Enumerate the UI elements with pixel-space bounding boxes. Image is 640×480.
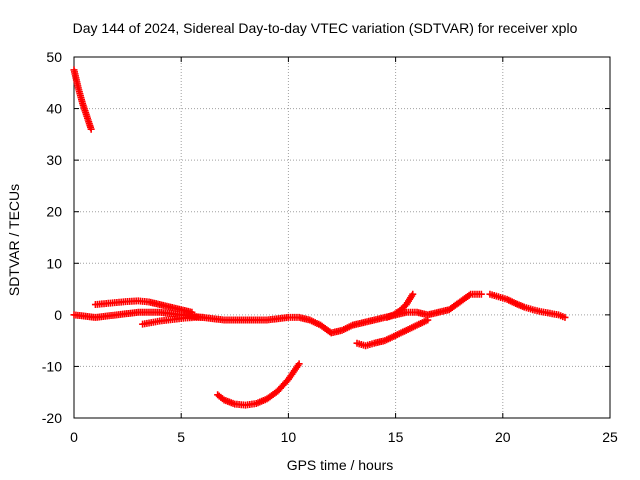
x-tick-label: 15 [388,429,404,445]
data-points [70,66,569,409]
y-tick-label: 0 [54,307,62,323]
y-tick-label: 40 [46,101,62,117]
data-point [477,290,485,298]
series-main-baseline [70,290,485,337]
y-tick-label: 10 [46,255,62,271]
y-axis-label: SDTVAR / TECUs [6,184,22,296]
y-tick-label: -20 [42,410,62,426]
x-tick-label: 0 [70,429,78,445]
plot-frame [73,56,611,419]
x-tick-label: 20 [495,429,511,445]
series-early-decline [70,66,95,133]
series-trough [214,360,303,409]
axis-ticks: 0 5 10 15 20 25 -20 -10 0 10 20 30 40 50 [42,49,618,445]
series-bump-lower [139,313,207,328]
series-bump-upper [91,297,196,316]
grid [74,57,610,418]
series-spike-15-6 [383,290,417,321]
x-axis-label: GPS time / hours [287,457,394,473]
data-point [561,313,569,321]
y-tick-label: 50 [46,49,62,65]
data-point [295,360,303,368]
data-point [199,313,207,321]
x-tick-label: 5 [177,429,185,445]
y-tick-label: -10 [42,358,62,374]
data-point [87,125,95,133]
data-point [409,290,417,298]
series-late-segment [486,290,569,321]
series-low-branch [353,316,432,350]
chart-title: Day 144 of 2024, Sidereal Day-to-day VTE… [73,20,578,36]
y-tick-label: 30 [46,152,62,168]
data-point [424,316,432,324]
x-tick-label: 25 [602,429,618,445]
data-point [465,291,473,299]
y-tick-label: 20 [46,204,62,220]
x-tick-label: 10 [281,429,297,445]
